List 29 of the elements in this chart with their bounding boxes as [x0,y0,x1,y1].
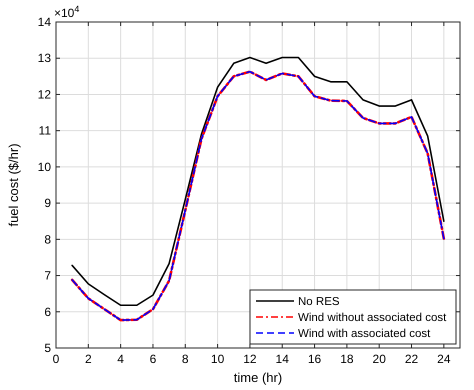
x-tick-label: 20 [372,352,386,366]
y-tick-label: 14 [38,15,52,29]
y-tick-label: 8 [44,232,52,246]
legend-label: No RES [298,296,340,308]
text: ×10$^{4}$ [54,4,80,20]
legend-label: Wind without associated cost [298,312,448,324]
legend-label: Wind with associated cost [298,328,432,340]
x-axis-title: time (hr) [234,370,282,385]
y-tick-label: 7 [44,268,52,283]
y-tick-label: 11 [38,124,52,138]
x-tick-label: 6 [150,352,157,366]
x-tick-label: 22 [404,352,419,366]
x-tick-label: 24 [437,352,451,366]
y-tick-label: 10 [38,160,52,174]
y-tick-label: 12 [38,87,52,102]
y-axis-title: fuel cost ($/hr) [6,143,21,227]
x-tick-label: 8 [182,352,189,366]
x-tick-label: 14 [276,352,290,366]
x-tick-label: 12 [243,352,257,366]
x-tick-label: 10 [210,352,225,366]
y-tick-label: 9 [44,196,52,210]
x-tick-label: 2 [84,352,92,366]
y-tick-label: 5 [44,341,52,355]
y-tick-label: 13 [38,51,52,66]
x-tick-label: 0 [52,352,60,366]
x-tick-label: 16 [308,352,322,366]
y-tick-label: 6 [44,304,52,319]
x-tick-label: 18 [340,352,354,366]
x-tick-label: 4 [117,352,124,366]
